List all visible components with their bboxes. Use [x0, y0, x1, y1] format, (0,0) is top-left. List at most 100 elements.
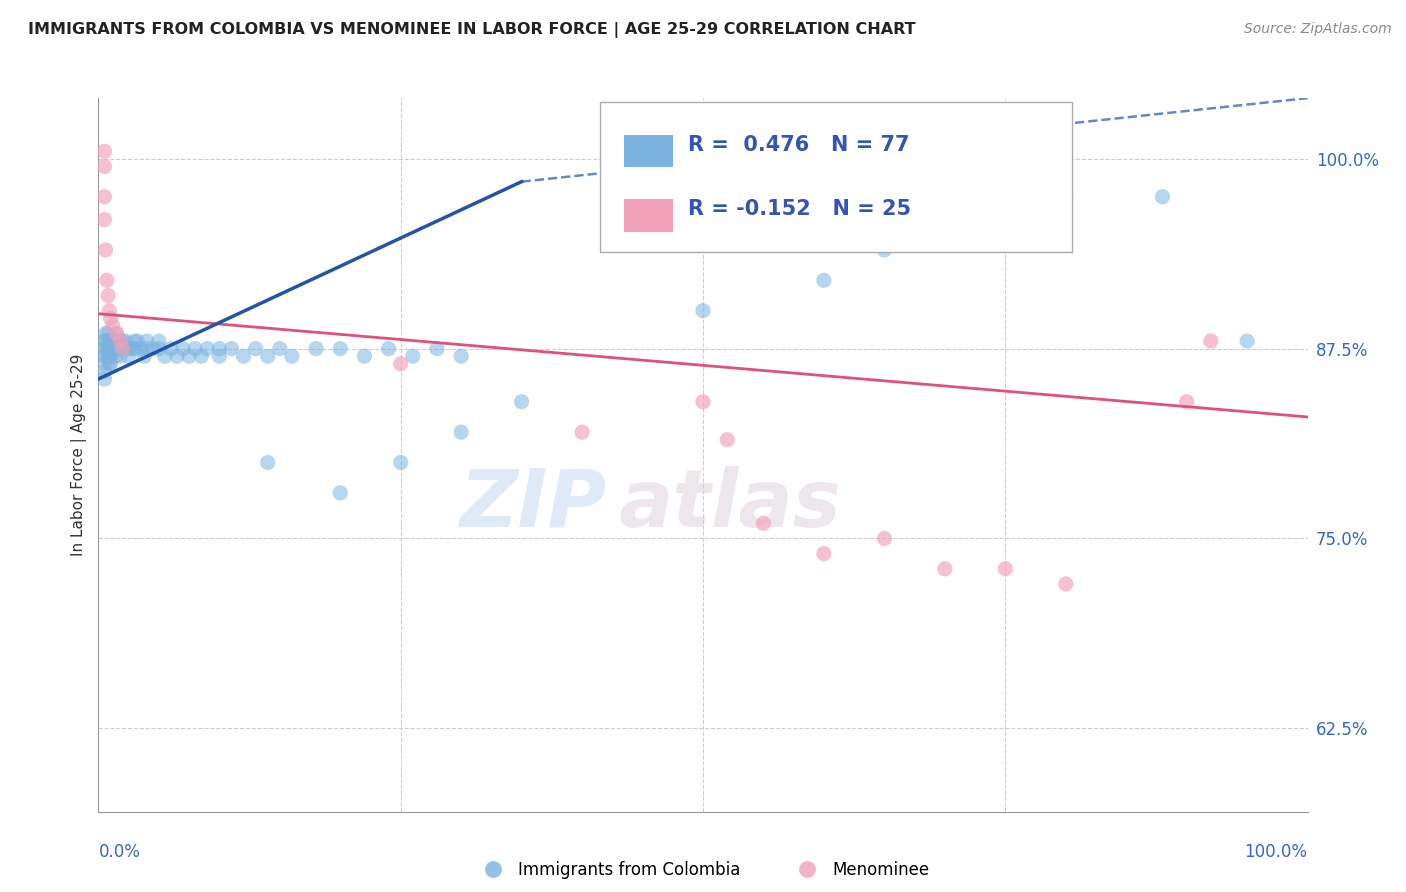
Point	[101, 318, 124, 333]
FancyBboxPatch shape	[624, 135, 672, 168]
Point	[1236, 334, 1258, 348]
Point	[104, 349, 127, 363]
Point	[135, 334, 157, 348]
Point	[221, 342, 243, 356]
Point	[93, 160, 115, 174]
Point	[148, 342, 170, 356]
Point	[232, 349, 254, 363]
Point	[111, 334, 134, 348]
Point	[1199, 334, 1222, 348]
Point	[281, 349, 304, 363]
Point	[96, 349, 118, 363]
Point	[100, 357, 122, 371]
Point	[148, 334, 170, 348]
Point	[94, 334, 117, 348]
Point	[105, 326, 128, 341]
Point	[873, 532, 896, 546]
Point	[105, 342, 128, 356]
Point	[813, 273, 835, 287]
Point	[93, 349, 115, 363]
Point	[389, 456, 412, 470]
Point	[153, 349, 176, 363]
Point	[389, 357, 412, 371]
Point	[402, 349, 425, 363]
Text: R = -0.152   N = 25: R = -0.152 N = 25	[689, 199, 911, 219]
Text: atlas: atlas	[619, 466, 841, 544]
Point	[208, 349, 231, 363]
Point	[752, 516, 775, 531]
Point	[96, 342, 118, 356]
Point	[1054, 190, 1077, 204]
Point	[111, 342, 134, 356]
Point	[135, 342, 157, 356]
Point	[93, 357, 115, 371]
Point	[329, 342, 352, 356]
Point	[166, 349, 188, 363]
Point	[692, 394, 714, 409]
Point	[208, 342, 231, 356]
Point	[97, 288, 120, 302]
Point	[245, 342, 267, 356]
Text: 0.0%: 0.0%	[98, 843, 141, 861]
Point	[98, 349, 121, 363]
Point	[305, 342, 328, 356]
Text: ZIP: ZIP	[458, 466, 606, 544]
Legend: Immigrants from Colombia, Menominee: Immigrants from Colombia, Menominee	[470, 855, 936, 886]
Point	[107, 334, 129, 348]
Text: 100.0%: 100.0%	[1244, 843, 1308, 861]
Point	[195, 342, 218, 356]
Point	[1054, 577, 1077, 591]
Point	[100, 349, 122, 363]
Point	[114, 334, 136, 348]
Point	[160, 342, 183, 356]
Point	[692, 303, 714, 318]
Point	[103, 342, 125, 356]
Text: IMMIGRANTS FROM COLOMBIA VS MENOMINEE IN LABOR FORCE | AGE 25-29 CORRELATION CHA: IMMIGRANTS FROM COLOMBIA VS MENOMINEE IN…	[28, 22, 915, 38]
Point	[450, 349, 472, 363]
Point	[94, 243, 117, 257]
Point	[93, 145, 115, 159]
Point	[571, 425, 593, 439]
Point	[108, 342, 131, 356]
Point	[97, 342, 120, 356]
Point	[177, 349, 201, 363]
Point	[96, 273, 118, 287]
Point	[93, 190, 115, 204]
Point	[124, 342, 146, 356]
Text: R =  0.476   N = 77: R = 0.476 N = 77	[689, 135, 910, 154]
Point	[129, 342, 152, 356]
Point	[172, 342, 194, 356]
Point	[716, 433, 738, 447]
Point	[94, 326, 117, 341]
Point	[353, 349, 375, 363]
Point	[426, 342, 449, 356]
FancyBboxPatch shape	[624, 199, 672, 232]
Point	[93, 372, 115, 386]
Point	[100, 342, 122, 356]
Point	[124, 334, 146, 348]
Point	[190, 349, 212, 363]
Point	[108, 334, 131, 348]
Point	[93, 364, 115, 378]
Point	[93, 212, 115, 227]
Point	[256, 456, 278, 470]
Point	[377, 342, 399, 356]
Point	[1175, 394, 1198, 409]
Point	[1152, 190, 1174, 204]
Point	[98, 303, 121, 318]
Point	[93, 334, 115, 348]
Point	[873, 243, 896, 257]
Point	[269, 342, 291, 356]
Point	[134, 349, 156, 363]
Point	[329, 486, 352, 500]
Text: Source: ZipAtlas.com: Source: ZipAtlas.com	[1244, 22, 1392, 37]
Point	[184, 342, 207, 356]
Point	[108, 349, 131, 363]
Point	[510, 394, 533, 409]
Point	[256, 349, 278, 363]
Point	[111, 342, 134, 356]
Point	[100, 311, 122, 326]
Point	[118, 342, 141, 356]
Point	[118, 349, 141, 363]
Point	[100, 334, 122, 348]
